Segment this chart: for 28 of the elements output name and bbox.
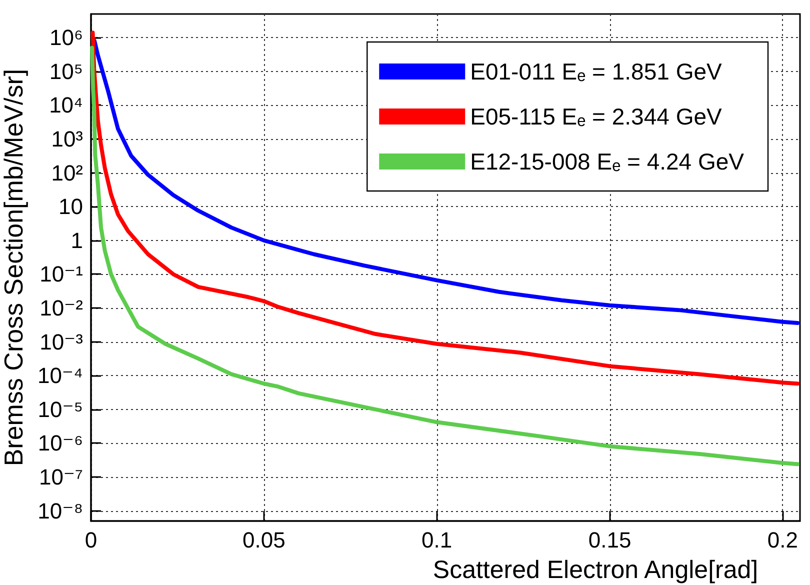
y-tick-label: 10⁵ [49,58,83,84]
y-tick-label: 10 [58,194,83,220]
line-series [92,38,800,326]
y-tick-label: 10⁴ [49,92,83,118]
y-tick-label: 10⁻⁶ [38,430,83,456]
y-tick-label: 10⁻⁸ [38,498,83,524]
x-tick-label: 0.2 [767,528,798,552]
x-tick-label: 0 [84,528,98,552]
y-tick-label: 10⁻⁴ [37,363,83,388]
y-tick-label: 10⁻⁵ [38,396,83,422]
x-tick-label: 0.15 [588,528,632,552]
y-tick-label: 10³ [51,126,83,152]
y-tick-label: 1 [70,228,83,253]
legend-label: E01-011 Eₑ = 1.851 GeV [470,58,722,84]
y-tick-label: 10⁻⁷ [38,464,84,490]
x-tick-label: 0.1 [422,528,452,552]
y-tick-label: 10⁻³ [40,329,83,354]
line-series [90,46,800,466]
y-axis-title: Bremss Cross Section[mb/MeV/sr] [0,68,29,466]
x-axis-title: Scattered Electron Angle[rad] [432,556,758,584]
y-tick-label: 10² [51,160,83,186]
y-tick-label: 10⁻¹ [40,262,83,287]
y-tick-label: 10⁶ [49,25,83,50]
legend-label: E12-15-008 Eₑ = 4.24 GeV [470,148,745,174]
x-tick-label: 0.05 [242,528,286,552]
legend-label: E05-115 Eₑ = 2.344 GeV [470,104,722,130]
y-tick-label: 10⁻² [40,296,83,321]
line-series [90,30,800,386]
